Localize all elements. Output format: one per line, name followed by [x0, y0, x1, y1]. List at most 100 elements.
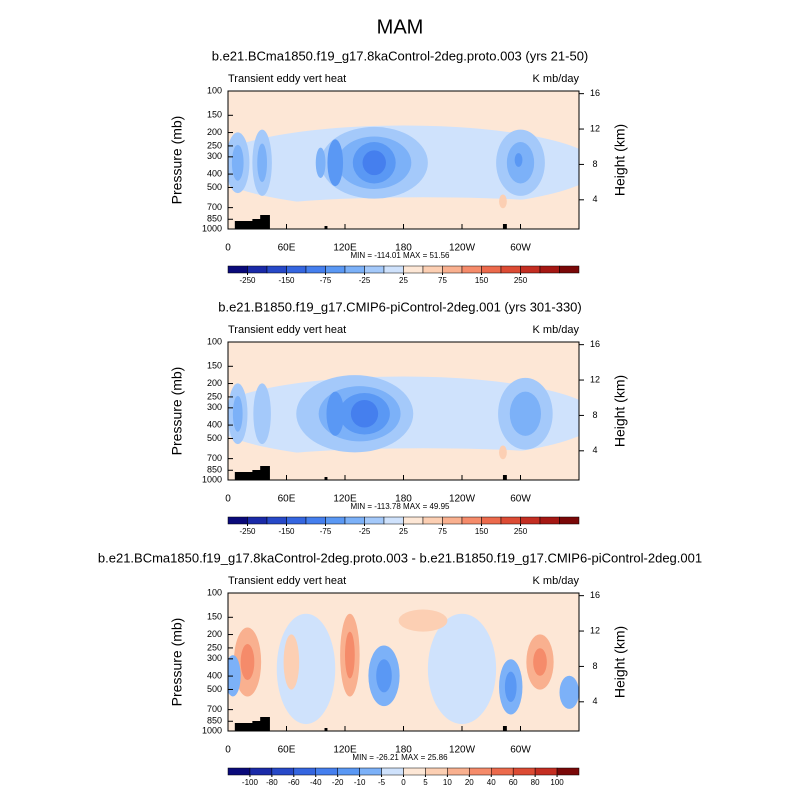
- y2-tick-label: 4: [592, 696, 597, 706]
- left-label: Transient eddy vert heat: [228, 324, 346, 336]
- topography: [260, 466, 270, 480]
- colorbar-box: [305, 516, 326, 525]
- x-tick-label: 60E: [278, 243, 296, 254]
- x-tick-label: 180: [395, 745, 412, 756]
- colorbar-label: -5: [378, 778, 386, 787]
- colorbar-box: [249, 767, 273, 776]
- y-tick-label: 400: [207, 419, 222, 429]
- panel-title: b.e21.B1850.f19_g17.CMIP6-piControl-2deg…: [218, 299, 582, 314]
- colorbar-box: [491, 767, 514, 776]
- y-tick-label: 850: [207, 716, 222, 726]
- y-tick-label: 850: [207, 465, 222, 475]
- colorbar-box: [559, 265, 580, 274]
- y2-tick-label: 4: [592, 445, 597, 455]
- contour-fill: [427, 613, 497, 725]
- x-tick-label: 60E: [278, 494, 296, 505]
- colorbar-label: -25: [359, 276, 371, 285]
- y-tick-label: 150: [207, 110, 222, 120]
- topography: [324, 728, 328, 731]
- contour-field: [228, 342, 579, 480]
- colorbar-box: [422, 516, 443, 525]
- contour-fill: [232, 395, 243, 432]
- colorbar-label: -60: [288, 778, 300, 787]
- contour-fill: [345, 631, 355, 679]
- colorbar-label: 25: [399, 527, 408, 536]
- right-label: K mb/day: [533, 575, 580, 587]
- y-tick-label: 700: [207, 202, 222, 212]
- colorbar-box: [293, 767, 316, 776]
- y-tick-label: 400: [207, 168, 222, 178]
- y-tick-label: 1000: [202, 223, 222, 233]
- contour-fill: [327, 139, 344, 187]
- contour-fill: [376, 659, 392, 693]
- colorbar-box: [442, 265, 463, 274]
- colorbar-box: [383, 516, 404, 525]
- colorbar-box: [447, 767, 470, 776]
- contour-fill: [228, 655, 241, 697]
- topography: [234, 723, 257, 731]
- contour-fill: [253, 383, 271, 445]
- colorbar-label: -250: [239, 276, 256, 285]
- y2-axis-label: Height (km): [612, 626, 628, 698]
- panel-title: b.e21.BCma1850.f19_g17.8kaControl-2deg.p…: [212, 48, 589, 63]
- contour-fill: [315, 147, 326, 178]
- colorbar-box: [481, 265, 502, 274]
- min-max-annotation: MIN = -26.21 MAX = 25.86: [352, 753, 448, 762]
- colorbar-box: [315, 767, 338, 776]
- colorbar-label: -75: [320, 276, 332, 285]
- contour-fill: [257, 197, 579, 223]
- contour-fill: [231, 144, 244, 181]
- left-label: Transient eddy vert heat: [228, 73, 346, 85]
- topography: [502, 475, 507, 480]
- colorbar-label: -150: [278, 276, 295, 285]
- y-tick-label: 100: [207, 587, 222, 597]
- colorbar-label: 250: [514, 527, 528, 536]
- colorbar-box: [227, 516, 248, 525]
- contour-fill: [257, 448, 579, 474]
- topography: [260, 717, 270, 731]
- y2-tick-label: 12: [590, 374, 600, 384]
- right-label: K mb/day: [533, 73, 580, 85]
- colorbar-label: -25: [359, 527, 371, 536]
- y-tick-label: 250: [207, 642, 222, 652]
- y2-tick-label: 12: [590, 625, 600, 635]
- contour-fill: [533, 648, 547, 676]
- x-tick-label: 0: [225, 494, 231, 505]
- colorbar-box: [556, 767, 580, 776]
- y2-tick-label: 8: [592, 159, 597, 169]
- colorbar-label: 150: [475, 527, 489, 536]
- x-tick-label: 120W: [449, 745, 476, 756]
- colorbar-box: [266, 265, 287, 274]
- colorbar-box: [403, 265, 424, 274]
- y2-axis-label: Height (km): [612, 375, 628, 447]
- x-tick-label: 60W: [510, 243, 531, 254]
- y2-tick-label: 12: [590, 123, 600, 133]
- x-tick-label: 180: [395, 243, 412, 254]
- colorbar-box: [422, 265, 443, 274]
- colorbar-label: -75: [320, 527, 332, 536]
- topography: [502, 224, 507, 229]
- topography: [324, 477, 328, 480]
- colorbar-box: [247, 265, 268, 274]
- x-tick-label: 60W: [510, 494, 531, 505]
- colorbar-box: [381, 767, 404, 776]
- colorbar-box: [403, 767, 426, 776]
- colorbar-label: 25: [399, 276, 408, 285]
- left-label: Transient eddy vert heat: [228, 575, 346, 587]
- colorbar-box: [403, 516, 424, 525]
- colorbar-label: -250: [239, 527, 256, 536]
- colorbar-label: 75: [438, 276, 447, 285]
- panel-title: b.e21.BCma1850.f19_g17.8kaControl-2deg.p…: [98, 550, 702, 565]
- colorbar-box: [559, 516, 580, 525]
- colorbar-box: [461, 516, 482, 525]
- colorbar-box: [227, 767, 251, 776]
- y-tick-label: 150: [207, 361, 222, 371]
- y-axis-label: Pressure (mb): [169, 618, 185, 707]
- topography: [324, 226, 328, 229]
- colorbar-box: [227, 265, 248, 274]
- y-tick-label: 500: [207, 182, 222, 192]
- y-tick-label: 250: [207, 391, 222, 401]
- colorbar-label: 20: [465, 778, 474, 787]
- colorbar-box: [383, 265, 404, 274]
- contour-fill: [398, 609, 448, 632]
